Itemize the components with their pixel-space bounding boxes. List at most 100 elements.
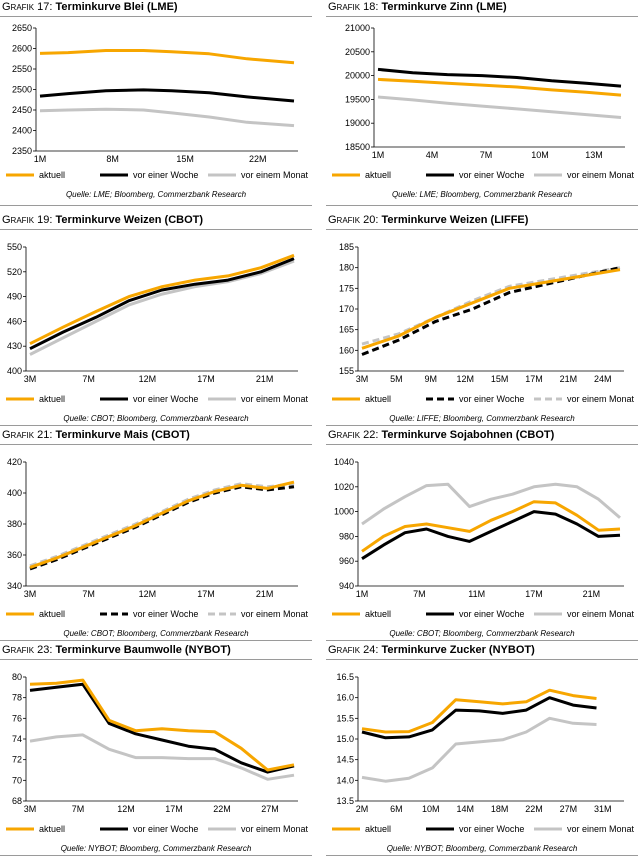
x-tick-label: 17M <box>197 374 215 384</box>
legend-label: vor einem Monat <box>567 394 635 404</box>
x-tick-label: 14M <box>456 804 474 814</box>
axis-line <box>357 247 624 372</box>
chart-title: Grafik 18: Terminkurve Zinn (LME) <box>328 1 507 14</box>
x-tick-label: 17M <box>525 589 543 599</box>
y-tick-label: 170 <box>339 304 354 314</box>
legend-label: aktuell <box>365 170 391 180</box>
y-tick-label: 2650 <box>12 23 32 33</box>
chart-prefix: Grafik 24: <box>328 644 382 656</box>
x-tick-label: 5M <box>390 374 403 384</box>
x-tick-label: 12M <box>456 374 474 384</box>
chart-footer-rule <box>0 640 312 641</box>
chart-header: Grafik 21: Terminkurve Mais (CBOT) <box>0 428 312 445</box>
x-tick-label: 7M <box>82 589 95 599</box>
y-tick-label: 74 <box>12 734 22 744</box>
x-tick-label: 10M <box>422 804 440 814</box>
y-tick-label: 400 <box>7 366 22 376</box>
chart-title: Grafik 23: Terminkurve Baumwolle (NYBOT) <box>2 644 231 657</box>
y-tick-label: 72 <box>12 755 22 765</box>
y-tick-label: 430 <box>7 341 22 351</box>
y-tick-label: 78 <box>12 693 22 703</box>
legend-label: aktuell <box>39 170 65 180</box>
chart-source: Quelle: CBOT; Bloomberg, Commerzbank Res… <box>389 629 575 638</box>
chart-header: Grafik 23: Terminkurve Baumwolle (NYBOT) <box>0 643 312 660</box>
series-line-monat <box>361 482 621 526</box>
y-tick-label: 18500 <box>345 142 370 152</box>
x-tick-label: 3M <box>24 374 37 384</box>
chart-footer-rule <box>0 205 312 206</box>
y-tick-label: 490 <box>7 292 22 302</box>
series-line-aktuell <box>361 268 621 350</box>
y-tick-label: 15.0 <box>336 734 354 744</box>
x-tick-label: 21M <box>256 589 274 599</box>
y-tick-label: 13.5 <box>336 796 354 806</box>
y-tick-label: 155 <box>339 366 354 376</box>
chart-footer-rule <box>326 855 638 856</box>
legend-label: vor einer Woche <box>133 609 198 619</box>
chart-header: Grafik 17: Terminkurve Blei (LME) <box>0 0 312 17</box>
x-tick-label: 17M <box>165 804 183 814</box>
axis-line <box>25 247 298 372</box>
chart-source: Quelle: LME; Bloomberg, Commerzbank Rese… <box>391 190 573 199</box>
y-tick-label: 960 <box>339 556 354 566</box>
x-tick-label: 3M <box>356 374 369 384</box>
x-tick-label: 18M <box>491 804 509 814</box>
y-tick-label: 380 <box>7 519 22 529</box>
x-tick-label: 21M <box>583 589 601 599</box>
legend-label: vor einer Woche <box>459 609 524 619</box>
chart-header: Grafik 20: Terminkurve Weizen (LIFFE) <box>326 213 638 230</box>
legend-label: vor einem Monat <box>567 170 635 180</box>
x-tick-label: 11M <box>468 589 485 599</box>
y-tick-label: 400 <box>7 488 22 498</box>
y-tick-label: 1040 <box>334 457 354 467</box>
series-line-woche <box>29 485 295 571</box>
y-tick-label: 2600 <box>12 44 32 54</box>
x-tick-label: 17M <box>525 374 543 384</box>
y-tick-label: 20000 <box>345 71 370 81</box>
y-tick-label: 14.0 <box>336 775 354 785</box>
y-tick-label: 15.5 <box>336 713 354 723</box>
legend-label: aktuell <box>39 824 65 834</box>
y-tick-label: 2400 <box>12 126 32 136</box>
series-line-woche <box>29 257 295 351</box>
y-tick-label: 2350 <box>12 146 32 156</box>
series-line-woche <box>29 682 295 774</box>
series-line-woche <box>377 67 622 88</box>
chart-title: Grafik 24: Terminkurve Zucker (NYBOT) <box>328 644 535 657</box>
series-line-woche <box>361 266 621 356</box>
y-tick-label: 19500 <box>345 94 370 104</box>
chart-header: Grafik 18: Terminkurve Zinn (LME) <box>326 0 638 17</box>
legend-label: vor einem Monat <box>567 824 635 834</box>
chart-title: Grafik 19: Terminkurve Weizen (CBOT) <box>2 214 203 227</box>
x-tick-label: 1M <box>372 150 385 160</box>
x-tick-label: 7M <box>413 589 426 599</box>
series-line-aktuell <box>29 480 295 569</box>
chart-source: Quelle: NYBOT; Bloomberg, Commerzbank Re… <box>386 844 578 853</box>
y-tick-label: 2450 <box>12 105 32 115</box>
chart-title: Grafik 21: Terminkurve Mais (CBOT) <box>2 429 190 442</box>
y-tick-label: 1000 <box>334 507 354 517</box>
chart-footer-rule <box>326 205 638 206</box>
x-tick-label: 27M <box>560 804 578 814</box>
x-tick-label: 10M <box>531 150 549 160</box>
y-tick-label: 165 <box>339 325 354 335</box>
y-tick-label: 360 <box>7 550 22 560</box>
x-tick-label: 2M <box>356 804 369 814</box>
y-tick-label: 1020 <box>334 482 354 492</box>
y-tick-label: 160 <box>339 345 354 355</box>
series-line-monat <box>39 107 295 128</box>
legend-label: aktuell <box>39 609 65 619</box>
chart-svg: 13.5 14.0 14.5 15.0 15.5 16.0 16.5 2M 6M 10M 14M 18… <box>332 672 635 834</box>
y-tick-label: 980 <box>339 531 354 541</box>
chart-source: Quelle: LME; Bloomberg, Commerzbank Rese… <box>65 190 247 199</box>
x-tick-label: 21M <box>256 374 274 384</box>
legend-label: vor einer Woche <box>133 394 198 404</box>
y-tick-label: 180 <box>339 263 354 273</box>
x-tick-label: 12M <box>139 374 157 384</box>
chart-panel-22: Grafik 22: Terminkurve Sojabohnen (CBOT)… <box>326 428 638 641</box>
x-tick-label: 22M <box>213 804 231 814</box>
chart-panel-24: Grafik 24: Terminkurve Zucker (NYBOT) 13.… <box>326 643 638 856</box>
chart-header: Grafik 19: Terminkurve Weizen (CBOT) <box>0 213 312 230</box>
y-tick-label: 550 <box>7 242 22 252</box>
legend-label: vor einer Woche <box>459 824 524 834</box>
